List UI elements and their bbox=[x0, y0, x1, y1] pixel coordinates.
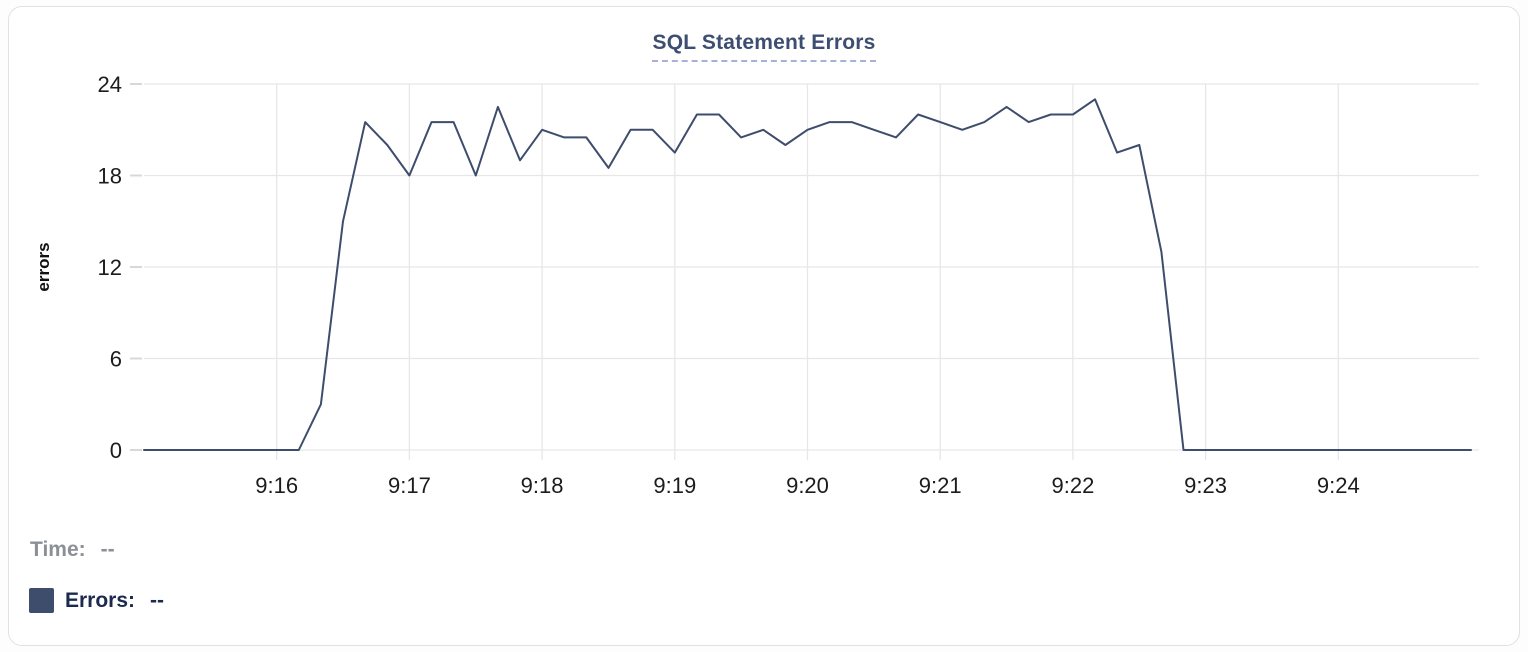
x-axis-tick-label: 9:22 bbox=[1051, 473, 1094, 498]
tooltip-time-row: Time: -- bbox=[30, 538, 115, 562]
y-axis-tick-label: 6 bbox=[110, 347, 122, 372]
chart-title[interactable]: SQL Statement Errors bbox=[652, 31, 876, 62]
y-axis-tick-label: 12 bbox=[98, 255, 122, 280]
chart-header: SQL Statement Errors bbox=[9, 31, 1519, 62]
errors-series-swatch-icon bbox=[29, 588, 54, 613]
x-axis-tick-label: 9:17 bbox=[388, 473, 431, 498]
errors-series-line bbox=[143, 98, 1472, 451]
y-axis-tick-label: 18 bbox=[98, 164, 122, 189]
chart-card: SQL Statement Errors 0 6 12 18 24 9:16 9:17 9:1… bbox=[8, 6, 1520, 646]
x-axis-tick-label: 9:16 bbox=[255, 473, 298, 498]
x-axis-tick-label: 9:24 bbox=[1317, 473, 1360, 498]
x-axis-tick-label: 9:20 bbox=[786, 473, 829, 498]
x-axis-tick-label: 9:18 bbox=[521, 473, 564, 498]
y-axis-title: errors bbox=[34, 242, 53, 291]
chart-grid: 0 6 12 18 24 9:16 9:17 9:18 9:19 9:20 9:21 9:22 9:23… bbox=[98, 72, 1479, 498]
tooltip-time-label: Time: bbox=[30, 538, 86, 561]
x-axis-tick-label: 9:23 bbox=[1184, 473, 1227, 498]
legend-errors-label: Errors: bbox=[65, 588, 136, 612]
legend-errors-row[interactable]: Errors: -- bbox=[29, 588, 164, 613]
y-axis-tick-label: 0 bbox=[110, 438, 122, 463]
x-axis-tick-label: 9:21 bbox=[919, 473, 962, 498]
x-axis-tick-label: 9:19 bbox=[653, 473, 696, 498]
y-axis-tick-label: 24 bbox=[98, 72, 122, 97]
tooltip-time-value: -- bbox=[100, 538, 115, 561]
legend-errors-value: -- bbox=[150, 588, 165, 612]
line-chart[interactable]: 0 6 12 18 24 9:16 9:17 9:18 9:19 9:20 9:21 9:22 9:23… bbox=[9, 7, 1519, 517]
